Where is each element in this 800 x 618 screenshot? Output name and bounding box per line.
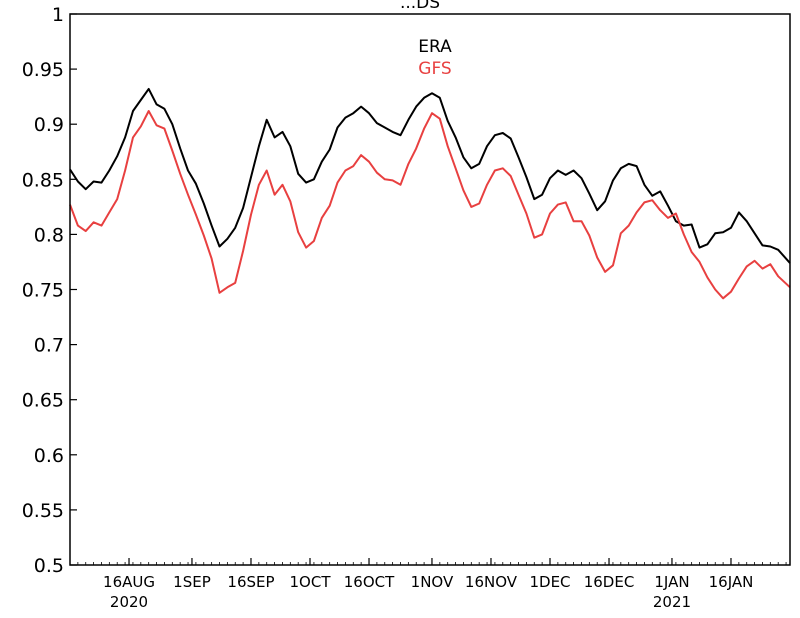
x-tick-label: 16SEP	[227, 573, 274, 591]
x-tick-label: 1NOV	[411, 573, 454, 591]
x-tick-label: 1OCT	[290, 573, 332, 591]
y-tick-label: 1	[52, 4, 64, 26]
legend-label-gfs: GFS	[418, 59, 451, 79]
y-tick-label: 0.95	[22, 59, 64, 81]
x-tick-sublabel: 2020	[110, 593, 148, 611]
y-tick-label: 0.65	[22, 390, 64, 412]
y-tick-label: 0.75	[22, 280, 64, 302]
series-layer	[69, 87, 791, 300]
x-tick-label: 16JAN	[709, 573, 754, 591]
chart-title-fragment: ...DS	[400, 0, 440, 13]
x-tick-label: 1SEP	[173, 573, 211, 591]
y-tick-label: 0.6	[34, 445, 64, 467]
x-tick-label: 1DEC	[529, 573, 570, 591]
series-line-gfs	[69, 110, 791, 300]
y-tick-label: 0.8	[34, 224, 64, 246]
x-tick-label: 16DEC	[584, 573, 635, 591]
x-axis: 16AUG 2020 1SEP 16SEP 1OCT 16OCT 1NOV 16NOV 1DEC…	[69, 558, 787, 611]
x-tick-label: 16OCT	[344, 573, 395, 591]
x-tick-label: 16NOV	[465, 573, 518, 591]
y-axis: 0.5 0.55 0.6 0.65 0.7 0.75 0.8 0.85 0.9 0.95 1	[22, 4, 77, 577]
series-line-era	[69, 87, 791, 264]
legend-label-era: ERA	[418, 37, 452, 57]
y-tick-label: 0.85	[22, 169, 64, 191]
y-tick-label: 0.5	[34, 555, 64, 577]
x-tick-label: 1JAN	[654, 573, 689, 591]
x-tick-label: 16AUG	[103, 573, 155, 591]
y-tick-label: 0.9	[34, 114, 64, 136]
y-tick-label: 0.7	[34, 335, 64, 357]
plot-frame	[69, 13, 791, 566]
y-tick-label: 0.55	[22, 500, 64, 522]
x-tick-sublabel: 2021	[653, 593, 691, 611]
